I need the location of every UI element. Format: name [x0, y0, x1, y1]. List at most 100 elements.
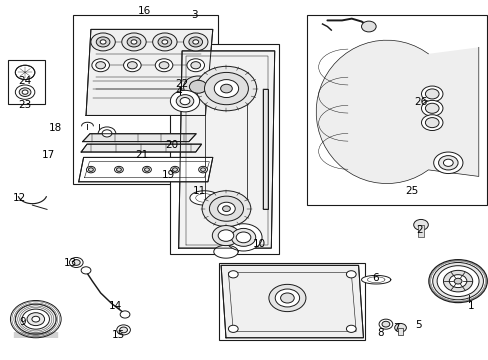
Bar [8, 60, 44, 104]
Circle shape [190, 62, 200, 69]
Circle shape [222, 206, 230, 212]
Circle shape [192, 40, 198, 44]
Circle shape [196, 66, 256, 111]
Circle shape [120, 311, 130, 318]
Circle shape [162, 40, 167, 44]
Circle shape [117, 325, 130, 335]
Circle shape [425, 89, 438, 99]
Bar [219, 263, 365, 339]
Circle shape [280, 293, 294, 303]
Circle shape [200, 168, 205, 171]
Circle shape [378, 319, 392, 329]
Text: 13: 13 [64, 258, 77, 268]
Circle shape [443, 270, 472, 292]
Polygon shape [316, 40, 478, 184]
Text: 7: 7 [392, 323, 399, 333]
Circle shape [224, 224, 262, 251]
Circle shape [421, 86, 442, 102]
Circle shape [381, 321, 389, 327]
Text: 12: 12 [13, 193, 26, 203]
Polygon shape [221, 265, 363, 338]
Circle shape [228, 271, 238, 278]
Circle shape [188, 37, 202, 47]
Circle shape [123, 59, 141, 72]
Circle shape [15, 304, 56, 334]
Polygon shape [189, 191, 219, 205]
Polygon shape [178, 51, 274, 248]
Circle shape [127, 62, 137, 69]
Circle shape [176, 95, 193, 108]
Circle shape [180, 98, 189, 105]
Bar [73, 15, 217, 184]
Polygon shape [213, 245, 238, 258]
Circle shape [183, 76, 212, 98]
Bar [397, 328, 403, 335]
Bar [306, 15, 487, 205]
Circle shape [346, 271, 355, 278]
Text: 5: 5 [414, 320, 421, 330]
Circle shape [170, 166, 179, 173]
Text: 16: 16 [138, 6, 151, 17]
Circle shape [69, 257, 83, 267]
Circle shape [231, 228, 255, 246]
Text: 4: 4 [175, 87, 182, 97]
Circle shape [144, 168, 149, 171]
Circle shape [220, 84, 232, 93]
Circle shape [92, 59, 109, 72]
Circle shape [425, 118, 438, 128]
Circle shape [159, 62, 168, 69]
Circle shape [120, 327, 127, 333]
Text: 23: 23 [18, 100, 31, 110]
Circle shape [170, 90, 199, 112]
Text: 17: 17 [42, 150, 55, 160]
Circle shape [172, 168, 177, 171]
Circle shape [96, 62, 105, 69]
Circle shape [88, 168, 93, 171]
Circle shape [346, 325, 355, 332]
Polygon shape [263, 89, 267, 209]
Circle shape [421, 100, 442, 116]
Circle shape [189, 80, 206, 93]
Text: 14: 14 [109, 301, 122, 311]
Circle shape [155, 59, 172, 72]
Polygon shape [81, 144, 201, 152]
Circle shape [202, 191, 250, 226]
Circle shape [72, 260, 80, 265]
Circle shape [102, 130, 112, 137]
Circle shape [152, 33, 177, 51]
Circle shape [428, 260, 487, 303]
Circle shape [86, 166, 95, 173]
Text: 18: 18 [48, 123, 61, 133]
Circle shape [198, 166, 207, 173]
Circle shape [116, 168, 121, 171]
Bar [170, 44, 278, 253]
Circle shape [438, 156, 457, 170]
Circle shape [186, 59, 204, 72]
Circle shape [100, 40, 106, 44]
Circle shape [32, 316, 40, 322]
Circle shape [142, 166, 151, 173]
Circle shape [228, 325, 238, 332]
Text: 6: 6 [371, 273, 378, 283]
Circle shape [91, 33, 115, 51]
Circle shape [10, 301, 61, 338]
Circle shape [22, 309, 49, 329]
Circle shape [81, 267, 91, 274]
Circle shape [236, 232, 250, 243]
Circle shape [27, 313, 44, 325]
Text: 2: 2 [415, 225, 422, 235]
Circle shape [98, 127, 116, 140]
Text: 22: 22 [175, 79, 188, 89]
Text: 19: 19 [161, 170, 175, 180]
Circle shape [361, 21, 375, 32]
Circle shape [453, 278, 461, 284]
Polygon shape [361, 275, 390, 284]
Text: 8: 8 [376, 328, 383, 338]
Text: 1: 1 [467, 301, 473, 311]
Text: 21: 21 [135, 150, 148, 160]
Circle shape [127, 37, 141, 47]
Text: 10: 10 [253, 239, 266, 249]
Polygon shape [82, 134, 196, 141]
Circle shape [443, 159, 452, 166]
Circle shape [436, 266, 478, 297]
